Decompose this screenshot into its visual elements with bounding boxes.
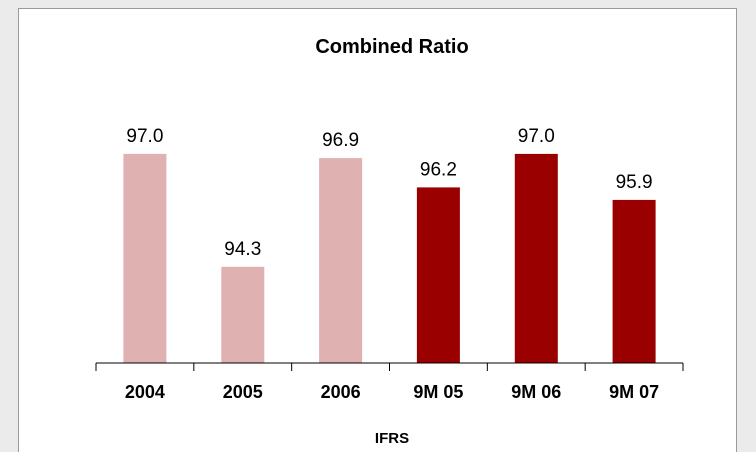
x-tick-label: 2006 <box>321 382 361 402</box>
x-tick-label: 9M 06 <box>511 382 561 402</box>
data-label: 94.3 <box>224 239 261 260</box>
bar-2006 <box>319 158 363 363</box>
x-tick-label: 9M 07 <box>609 382 659 402</box>
x-tick-label: 2005 <box>223 382 263 402</box>
x-axis: 2004 2005 2006 9M 05 9M 06 9M 07 <box>95 362 684 402</box>
bar-9m-05 <box>416 187 460 363</box>
bar-2005 <box>221 266 265 363</box>
bars-group: 97.0 94.3 96.9 96.2 97.0 95.9 <box>123 126 656 363</box>
data-label: 96.9 <box>322 130 359 151</box>
x-axis-label: IFRS <box>375 430 409 447</box>
bar-9m-07 <box>612 199 656 363</box>
x-tick-label: 2004 <box>125 382 165 402</box>
data-label: 97.0 <box>518 126 555 147</box>
data-label: 95.9 <box>616 172 653 193</box>
chart-title: Combined Ratio <box>315 36 468 58</box>
data-label: 97.0 <box>126 126 163 147</box>
x-tick-label: 9M 05 <box>413 382 463 402</box>
bar-9m-06 <box>514 153 558 363</box>
bar-2004 <box>123 153 167 363</box>
data-label: 96.2 <box>420 159 457 180</box>
